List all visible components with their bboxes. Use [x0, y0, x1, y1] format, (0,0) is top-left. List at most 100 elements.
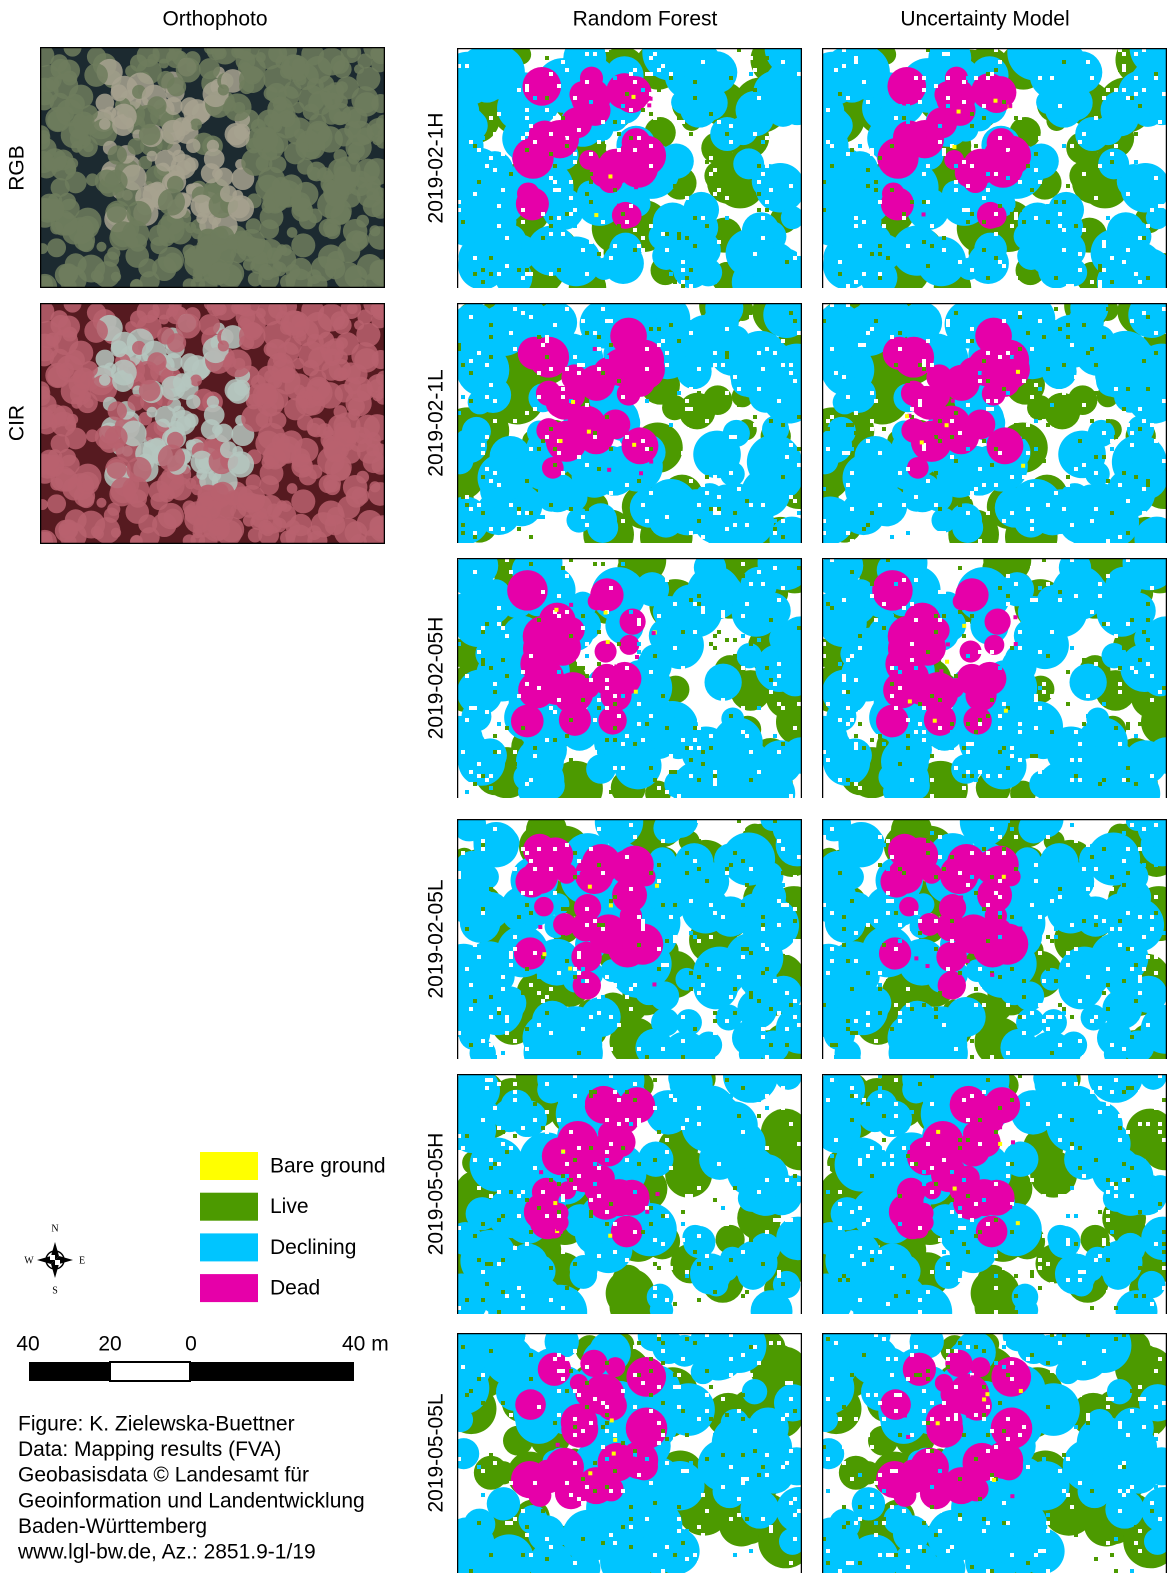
class-pixel — [737, 403, 741, 407]
class-pixel — [641, 108, 645, 112]
tree-crown — [130, 279, 142, 291]
class-pixel — [1070, 523, 1074, 527]
class-blob — [826, 731, 850, 755]
class-pixel — [1110, 875, 1114, 879]
class-blob — [843, 454, 891, 502]
class-pixel — [493, 363, 497, 367]
class-pixel — [649, 112, 653, 116]
class-pixel — [613, 1262, 617, 1266]
class-pixel — [1004, 709, 1008, 713]
class-pixel — [481, 630, 485, 634]
class-pixel — [697, 867, 701, 871]
class-pixel — [709, 642, 713, 646]
class-pixel — [1126, 192, 1130, 196]
class-pixel — [481, 475, 485, 479]
class-pixel — [525, 479, 529, 483]
class-pixel — [854, 931, 858, 935]
class-pixel — [1046, 1027, 1050, 1031]
class-blob — [536, 660, 555, 679]
class-pixel — [517, 515, 521, 519]
class-blob — [713, 1257, 738, 1282]
class-pixel — [741, 955, 745, 959]
class-pixel — [1114, 786, 1118, 790]
class-pixel — [601, 871, 605, 875]
class-pixel — [954, 483, 958, 487]
class-pixel — [589, 100, 593, 104]
class-pixel — [1046, 1015, 1050, 1019]
class-pixel — [966, 770, 970, 774]
class-pixel — [862, 539, 866, 543]
class-blob — [665, 491, 709, 535]
class-pixel — [1026, 451, 1030, 455]
class-blob — [693, 1094, 743, 1144]
class-pixel — [1034, 383, 1038, 387]
tree-crown — [239, 67, 266, 94]
class-pixel — [982, 220, 986, 224]
class-pixel — [1058, 887, 1062, 891]
tree-crown — [122, 476, 149, 503]
class-pixel — [858, 722, 862, 726]
class-pixel — [1030, 483, 1034, 487]
class-pixel — [705, 879, 709, 883]
class-pixel — [890, 855, 894, 859]
class-pixel — [613, 738, 617, 742]
class-pixel — [713, 634, 717, 638]
class-pixel — [669, 790, 673, 794]
tree-crown — [280, 114, 293, 127]
class-pixel — [569, 758, 573, 762]
class-pixel — [473, 570, 477, 574]
class-pixel — [557, 698, 561, 702]
tree-crown — [41, 276, 52, 287]
class-pixel — [653, 1238, 657, 1242]
class-pixel — [1002, 746, 1006, 750]
class-pixel — [1110, 160, 1114, 164]
class-pixel — [521, 726, 525, 730]
class-pixel — [765, 200, 769, 204]
class-pixel — [517, 511, 521, 515]
class-pixel — [489, 256, 493, 260]
class-blob — [1137, 38, 1169, 70]
class-pixel — [665, 248, 669, 252]
tree-crown — [84, 319, 108, 343]
class-pixel — [745, 947, 749, 951]
class-blob — [753, 70, 798, 115]
class-blob — [586, 754, 616, 784]
tree-crown — [224, 349, 252, 377]
class-pixel — [914, 578, 918, 582]
class-pixel — [773, 682, 777, 686]
class-blob — [598, 706, 626, 734]
class-pixel — [1122, 88, 1126, 92]
class-blob — [511, 705, 544, 738]
class-pixel — [485, 467, 489, 471]
class-pixel — [1162, 307, 1166, 311]
class-pixel — [1062, 144, 1066, 148]
class-pixel — [761, 943, 765, 947]
class-pixel — [617, 204, 621, 208]
class-blob — [927, 710, 948, 731]
class-pixel — [561, 116, 565, 120]
class-pixel — [461, 395, 465, 399]
class-pixel — [595, 175, 599, 179]
class-pixel — [1022, 475, 1026, 479]
class-pixel — [830, 782, 834, 786]
class-pixel — [926, 650, 930, 654]
class-pixel — [834, 1055, 838, 1059]
class-pixel — [697, 602, 701, 606]
class-pixel — [721, 610, 725, 614]
class-blob — [887, 67, 926, 106]
class-pixel — [733, 511, 737, 515]
class-pixel — [697, 519, 701, 523]
class-pixel — [517, 823, 521, 827]
tree-crown — [282, 55, 309, 82]
class-pixel — [753, 68, 757, 72]
class-pixel — [834, 1043, 838, 1047]
class-pixel — [647, 103, 651, 107]
class-pixel — [601, 927, 605, 931]
tree-crown — [190, 375, 202, 387]
tree-crown — [176, 58, 201, 83]
class-pixel — [649, 1222, 653, 1226]
class-pixel — [922, 172, 926, 176]
class-pixel — [1110, 511, 1114, 515]
class-pixel — [858, 144, 862, 148]
tree-crown — [325, 454, 352, 481]
